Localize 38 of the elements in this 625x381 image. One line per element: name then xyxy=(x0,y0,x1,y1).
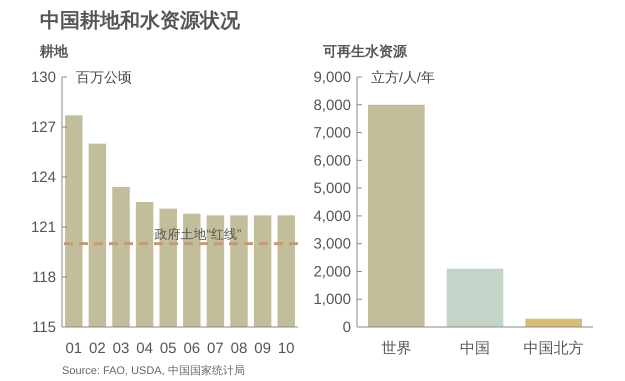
x-tick-label: 中国 xyxy=(460,340,490,357)
y-tick-label: 7,000 xyxy=(313,124,351,142)
x-tick-label: 07 xyxy=(207,340,224,357)
x-tick-label: 03 xyxy=(112,340,130,357)
bar xyxy=(446,268,504,327)
chart-subtitle: 耕地 xyxy=(39,43,69,59)
x-tick-label: 01 xyxy=(65,340,82,357)
y-tick-label: 124 xyxy=(30,169,56,186)
y-axis-title: 百万公顷 xyxy=(76,69,132,85)
y-tick-label: 3,000 xyxy=(313,236,351,253)
y-tick-label: 130 xyxy=(30,69,56,86)
x-tick-label: 06 xyxy=(183,340,200,357)
x-tick-label: 10 xyxy=(278,340,295,357)
y-tick-label: 8,000 xyxy=(313,96,351,114)
y-tick-label: 2,000 xyxy=(313,263,351,280)
y-tick-label: 1,000 xyxy=(313,291,351,308)
y-tick-label: 118 xyxy=(32,269,56,286)
source-note: Source: FAO, USDA, 中国国家统计局 xyxy=(62,364,245,377)
x-tick-label: 08 xyxy=(230,340,248,357)
bar xyxy=(525,318,582,327)
y-tick-label: 9,000 xyxy=(313,69,351,86)
x-tick-label: 世界 xyxy=(381,340,412,357)
chart-title: 中国耕地和水资源状况 xyxy=(40,9,241,32)
x-tick-label: 中国北方 xyxy=(524,340,584,357)
y-tick-label: 115 xyxy=(32,319,56,336)
x-tick-label: 09 xyxy=(254,340,271,357)
x-tick-label: 04 xyxy=(136,340,153,357)
x-tick-label: 05 xyxy=(160,340,177,357)
y-tick-label: 6,000 xyxy=(313,152,351,170)
x-tick-label: 02 xyxy=(89,340,106,357)
y-tick-label: 0 xyxy=(342,319,351,336)
bar xyxy=(368,104,425,327)
y-axis-title: 立方/人/年 xyxy=(371,69,435,85)
y-tick-label: 4,000 xyxy=(313,208,351,225)
chart-title: 可再生水资源 xyxy=(322,43,408,59)
y-tick-label: 127 xyxy=(30,119,56,136)
y-tick-label: 121 xyxy=(30,219,56,236)
y-tick-label: 5,000 xyxy=(313,180,351,198)
